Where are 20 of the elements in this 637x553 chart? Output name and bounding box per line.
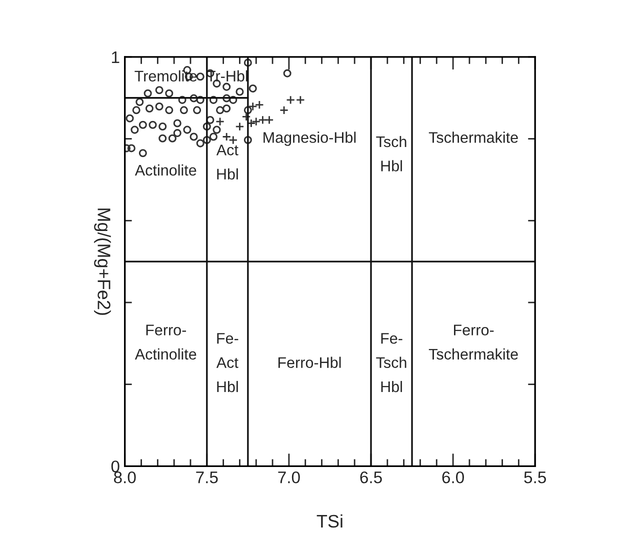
annotation: Actinolite: [134, 164, 196, 176]
annotation: Tschermakite: [428, 132, 518, 143]
y-axis-title: Mg/(Mg+Fe2): [94, 208, 111, 315]
annotation: Magnesio-Hbl: [264, 132, 356, 146]
annotation: Act Hbl: [216, 144, 238, 180]
y-tick-label: 1: [112, 52, 120, 63]
annotation: Ferro- Tschermakite: [428, 324, 518, 360]
x-axis-title: TSi: [316, 514, 342, 528]
x-tick-label: 5.5: [524, 472, 546, 484]
annotation: Ferro-Hbl: [278, 356, 341, 368]
x-tick-label: 6.5: [360, 471, 382, 484]
x-tick-label: 7.5: [196, 472, 218, 484]
annotation: Ferro- Actinolite: [134, 324, 196, 360]
y-tick-label: 0: [111, 460, 120, 472]
x-tick-label: 6.0: [442, 471, 464, 484]
x-tick-label: 7.0: [278, 471, 300, 484]
annotation: Tsch Hbl: [376, 136, 406, 172]
annotation: Fe- Act Hbl: [216, 333, 238, 392]
x-tick-label: 8.0: [114, 471, 136, 484]
annotation: Fe- Tsch Hbl: [376, 333, 406, 392]
